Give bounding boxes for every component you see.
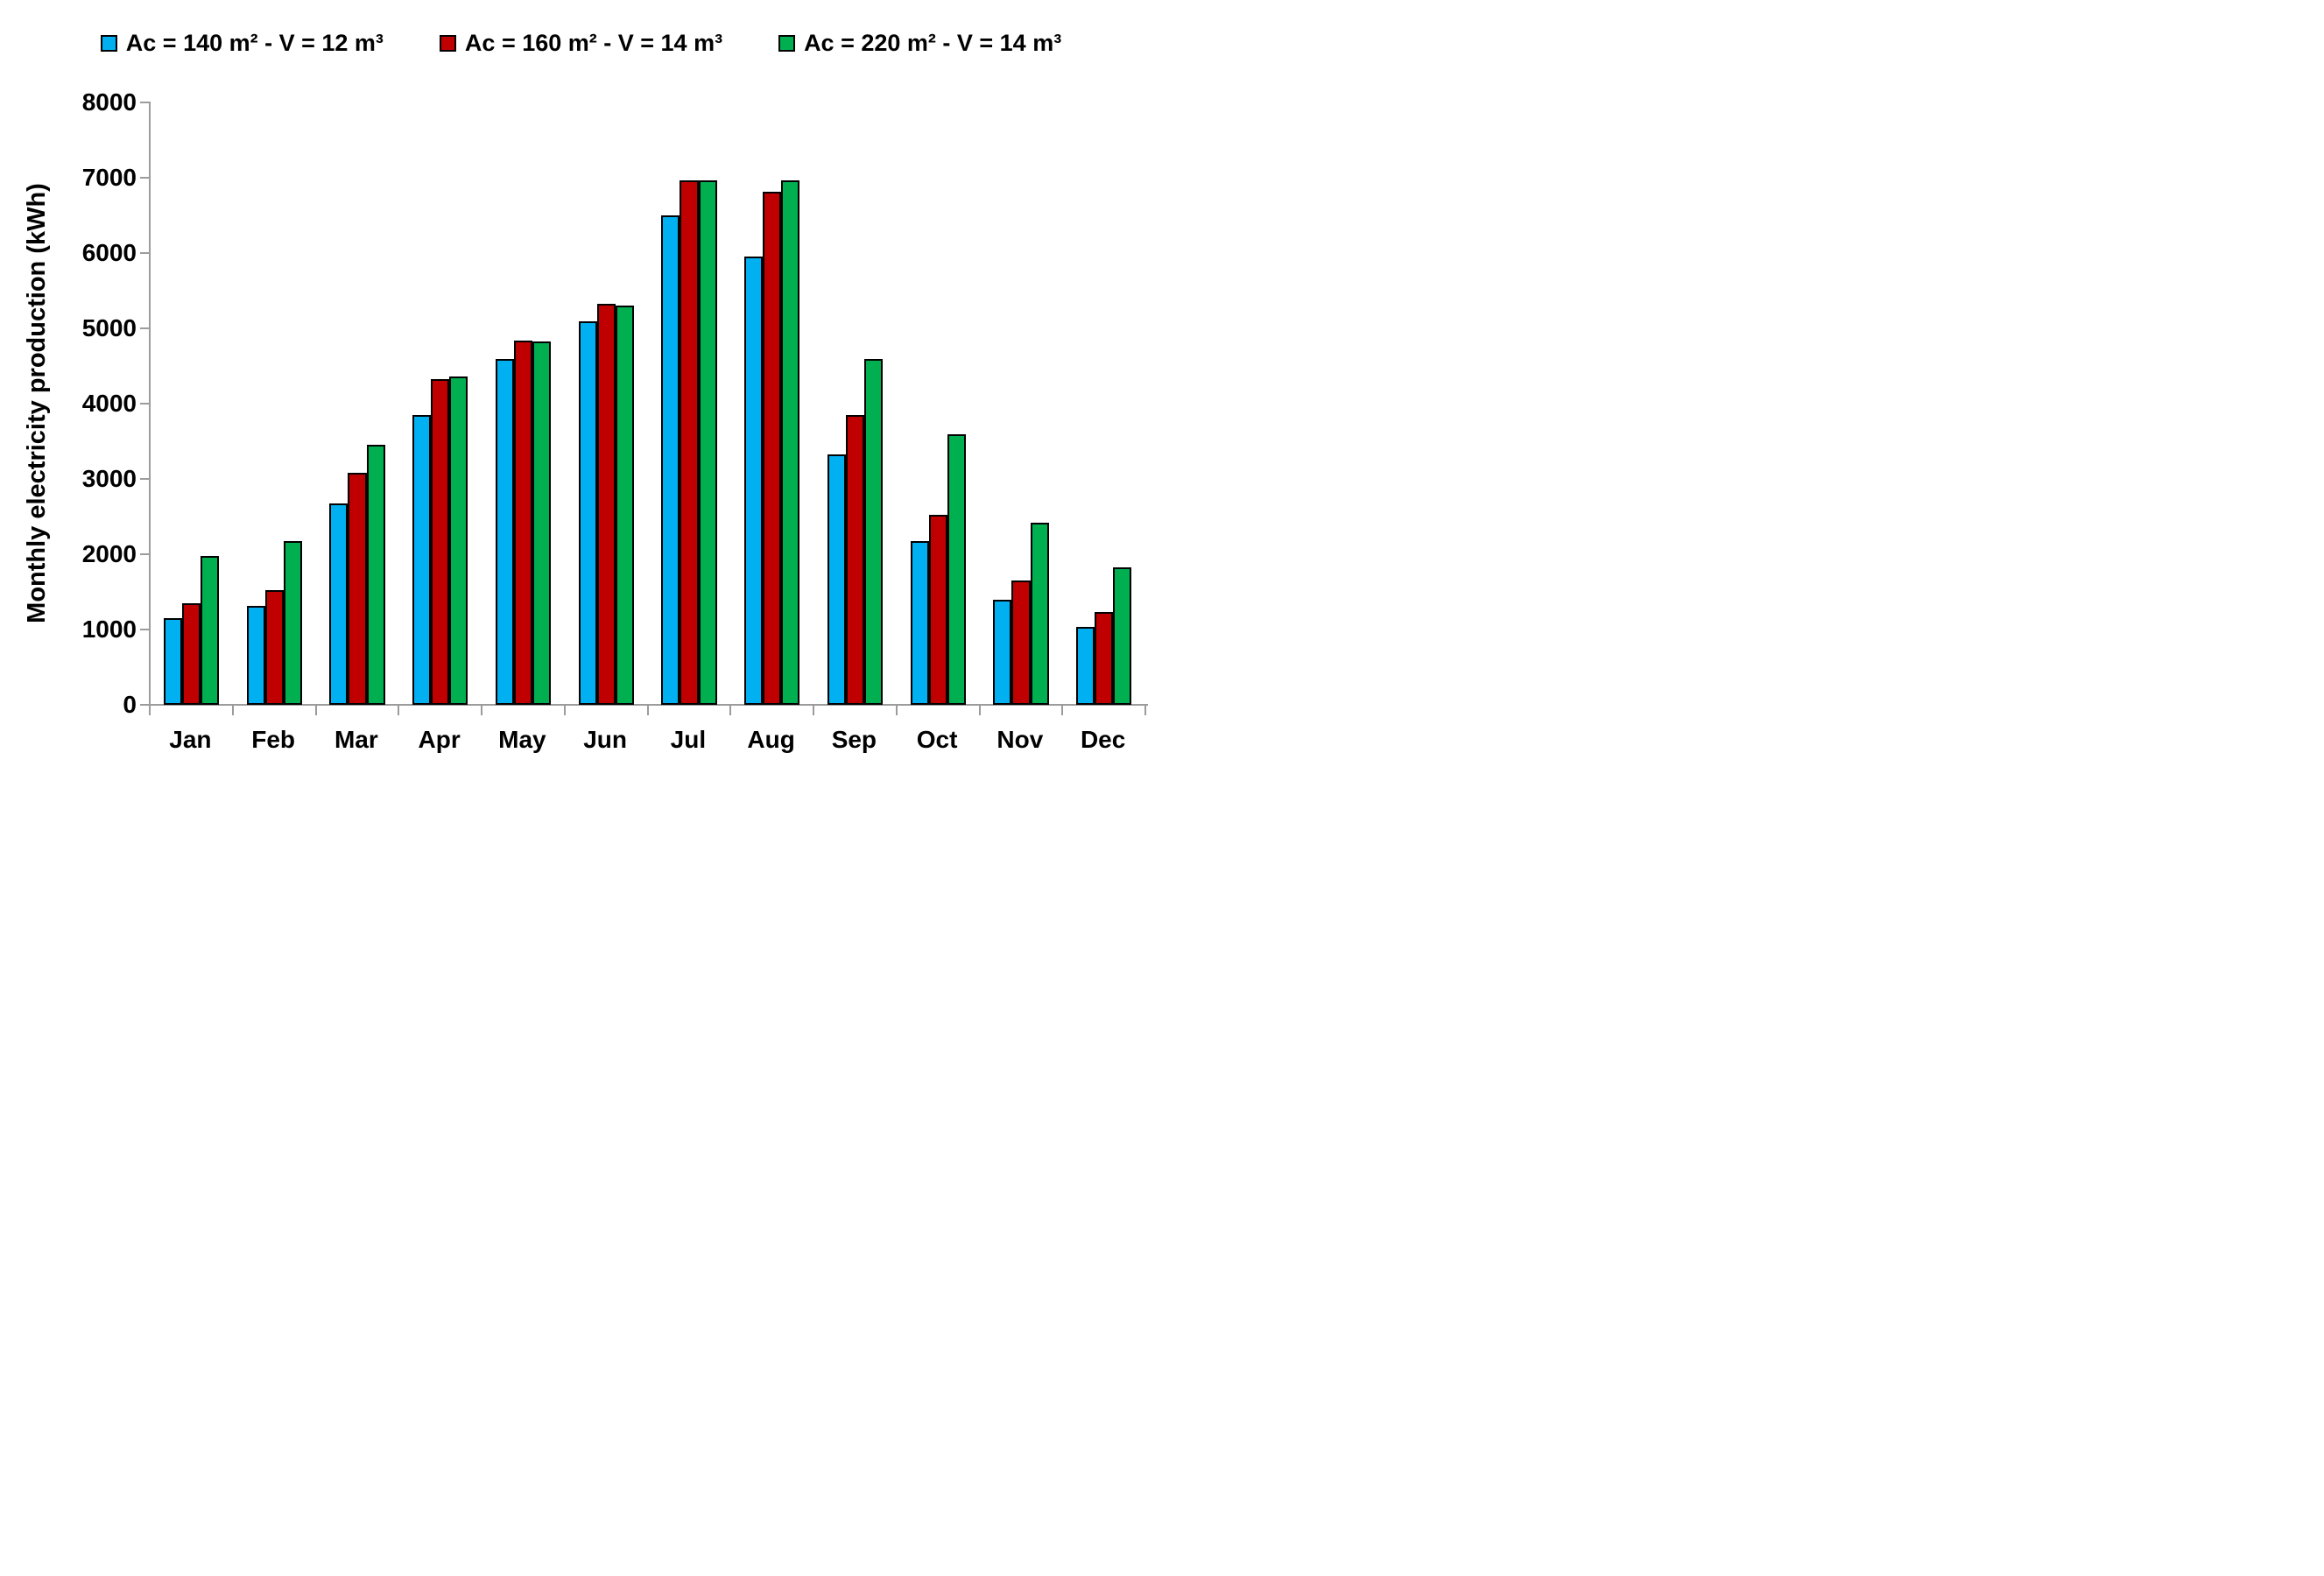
bar-may-series2 [513, 340, 533, 705]
bar-jul-series3 [698, 180, 717, 705]
x-tick [1061, 706, 1064, 715]
legend-label: Ac = 160 m² - V = 14 m³ [464, 30, 723, 56]
bar-mar-series1 [329, 503, 349, 705]
x-tick [398, 706, 400, 715]
bar-sep-series1 [827, 454, 846, 705]
x-axis-label-dec: Dec [1080, 726, 1126, 753]
x-tick [978, 706, 981, 715]
y-tick-label: 8000 [81, 88, 137, 116]
bar-feb-series2 [264, 590, 284, 705]
x-tick [729, 706, 732, 715]
y-tick-label: 2000 [81, 540, 137, 567]
bar-nov-series2 [1011, 580, 1031, 705]
x-axis-label-oct: Oct [916, 726, 958, 753]
x-axis-label-jun: Jun [583, 726, 628, 753]
bar-feb-series3 [283, 540, 302, 705]
y-tick-label: 0 [123, 691, 137, 718]
bar-feb-series1 [246, 606, 265, 705]
y-tick [140, 403, 149, 405]
x-tick [231, 706, 234, 715]
bar-nov-series3 [1030, 522, 1049, 705]
bar-dec-series1 [1076, 626, 1095, 705]
bar-aug-series2 [763, 192, 782, 705]
x-axis-label-sep: Sep [831, 726, 877, 753]
x-axis-label-jul: Jul [670, 726, 707, 753]
y-tick [140, 327, 149, 329]
bar-mar-series2 [348, 473, 367, 705]
y-tick [140, 252, 149, 254]
legend-label: Ac = 140 m² - V = 12 m³ [125, 30, 384, 56]
x-axis-label-nov: Nov [997, 726, 1044, 753]
bar-jan-series3 [201, 555, 220, 705]
x-tick [646, 706, 649, 715]
x-tick [563, 706, 566, 715]
bar-aug-series1 [744, 257, 764, 705]
x-axis-label-jan: Jan [169, 726, 212, 753]
bar-apr-series2 [431, 378, 450, 705]
bar-dec-series3 [1113, 566, 1132, 705]
bar-dec-series2 [1095, 612, 1114, 705]
y-tick [140, 553, 149, 555]
bar-jun-series3 [615, 306, 634, 705]
x-tick [813, 706, 814, 715]
x-tick [314, 706, 317, 715]
bar-chart: Ac = 140 m² - V = 12 m³ Ac = 160 m² - V =… [0, 0, 1162, 788]
y-tick-label: 1000 [81, 616, 137, 643]
x-axis-label-aug: Aug [747, 726, 795, 753]
bar-jun-series1 [578, 321, 597, 705]
bar-may-series3 [532, 341, 552, 705]
bar-apr-series1 [412, 414, 432, 705]
legend-item-2: Ac = 220 m² - V = 14 m³ [778, 30, 1061, 57]
bar-jul-series1 [661, 215, 680, 705]
bar-oct-series1 [910, 541, 929, 705]
bar-apr-series3 [449, 376, 468, 705]
x-tick [481, 706, 482, 715]
bar-jul-series2 [680, 179, 699, 705]
bar-jun-series2 [596, 304, 616, 705]
y-tick [140, 102, 149, 103]
bar-sep-series3 [864, 359, 884, 705]
bar-jan-series2 [181, 602, 201, 705]
y-tick [140, 704, 149, 706]
x-tick [149, 706, 151, 715]
x-axis-label-feb: Feb [251, 726, 296, 753]
y-tick-label: 6000 [81, 239, 137, 266]
y-tick-label: 4000 [81, 390, 137, 417]
bar-oct-series3 [947, 434, 966, 705]
y-tick [140, 629, 149, 630]
bar-jan-series1 [163, 618, 182, 705]
bar-may-series1 [495, 359, 514, 705]
legend-label: Ac = 220 m² - V = 14 m³ [804, 30, 1062, 56]
legend-swatch-icon [778, 35, 796, 52]
y-axis-title: Monthly electricity production (kWh) [22, 182, 51, 623]
x-axis-label-apr: Apr [418, 726, 461, 753]
x-tick [895, 706, 898, 715]
legend: Ac = 140 m² - V = 12 m³ Ac = 160 m² - V =… [0, 30, 1162, 57]
y-tick-label: 3000 [81, 465, 137, 492]
y-tick [140, 478, 149, 480]
bar-nov-series1 [993, 599, 1012, 705]
x-axis-label-mar: Mar [334, 726, 378, 753]
y-tick-label: 5000 [81, 314, 137, 341]
y-axis [149, 102, 151, 706]
legend-item-1: Ac = 160 m² - V = 14 m³ [439, 30, 723, 57]
x-axis-label-may: May [498, 726, 546, 753]
legend-item-0: Ac = 140 m² - V = 12 m³ [100, 30, 384, 57]
bar-oct-series2 [928, 515, 947, 705]
legend-swatch-icon [439, 35, 456, 52]
bar-aug-series3 [781, 179, 800, 705]
y-tick-label: 7000 [81, 164, 137, 191]
y-tick [140, 177, 149, 179]
x-axis [140, 704, 1148, 706]
bar-sep-series2 [845, 414, 865, 705]
legend-swatch-icon [100, 35, 117, 52]
y-axis-title-box: Monthly electricity production (kWh) [0, 102, 74, 704]
x-tick [1144, 706, 1146, 715]
bar-mar-series3 [366, 445, 385, 705]
